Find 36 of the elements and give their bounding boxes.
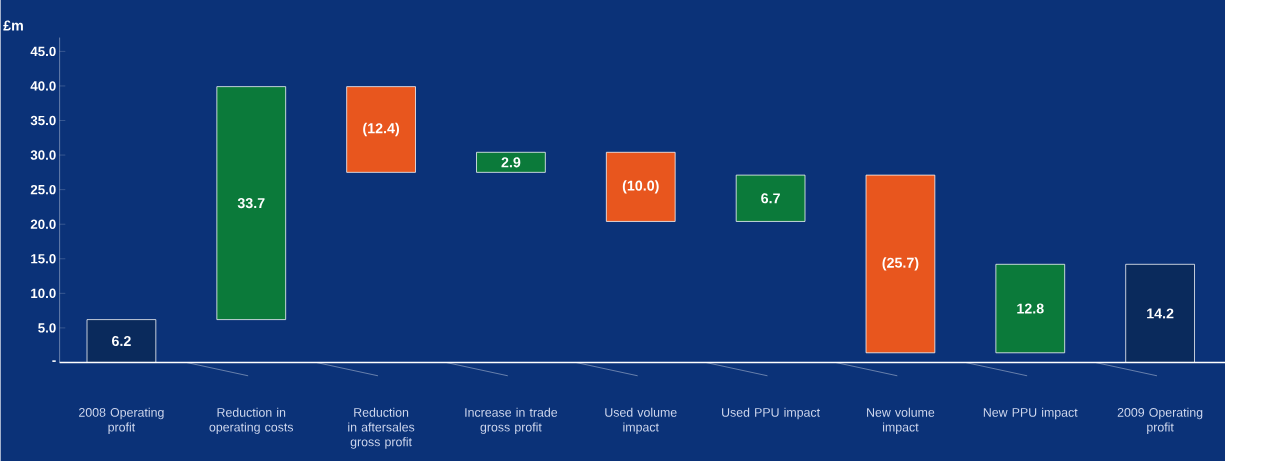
bar xyxy=(605,151,676,222)
data-label: (10.0) xyxy=(622,180,659,194)
y-tick-label: 10.0 xyxy=(31,288,56,298)
bar xyxy=(216,86,287,320)
data-label: (25.7) xyxy=(882,257,919,271)
y-tick-label: 45.0 xyxy=(30,46,56,56)
x-tick-label: New PPU impact xyxy=(983,407,1078,420)
y-tick-label: 30.0 xyxy=(30,150,56,160)
x-tick-label: Increase in trade gross profit xyxy=(465,407,558,434)
data-label: 33.7 xyxy=(237,197,265,208)
x-tick-label: Reduction in operating costs xyxy=(209,407,294,434)
data-label: 12.8 xyxy=(1017,303,1044,314)
data-label: (12.4) xyxy=(363,122,400,136)
y-axis-title: £m xyxy=(3,20,23,31)
y-tick-label: 25.0 xyxy=(30,184,56,195)
y-tick-label: 20.0 xyxy=(30,219,56,229)
x-tick-label: Used PPU impact xyxy=(722,407,820,420)
data-label: 6.7 xyxy=(761,193,780,204)
x-tick-label: New volume impact xyxy=(867,407,935,434)
y-tick-label: - xyxy=(52,360,56,362)
y-tick-label: 35.0 xyxy=(30,115,56,126)
data-label: 6.2 xyxy=(112,335,131,346)
bar xyxy=(476,151,546,173)
y-tick-label: 40.0 xyxy=(30,81,56,91)
bar xyxy=(865,174,936,353)
bar xyxy=(995,263,1066,353)
y-tick-label: 5.0 xyxy=(38,322,56,333)
x-tick-label: Used volume impact xyxy=(605,407,677,434)
data-label: 14.2 xyxy=(1147,308,1174,319)
data-label: 2.9 xyxy=(501,157,521,168)
x-tick-label: 2008 Operating profit xyxy=(79,407,164,434)
x-tick-label: 2009 Operating profit xyxy=(1117,407,1203,434)
bar xyxy=(735,174,806,222)
bar xyxy=(346,86,416,173)
x-tick-label: Reduction in aftersales gross profit xyxy=(348,407,415,449)
y-tick-label: 15.0 xyxy=(31,253,56,264)
